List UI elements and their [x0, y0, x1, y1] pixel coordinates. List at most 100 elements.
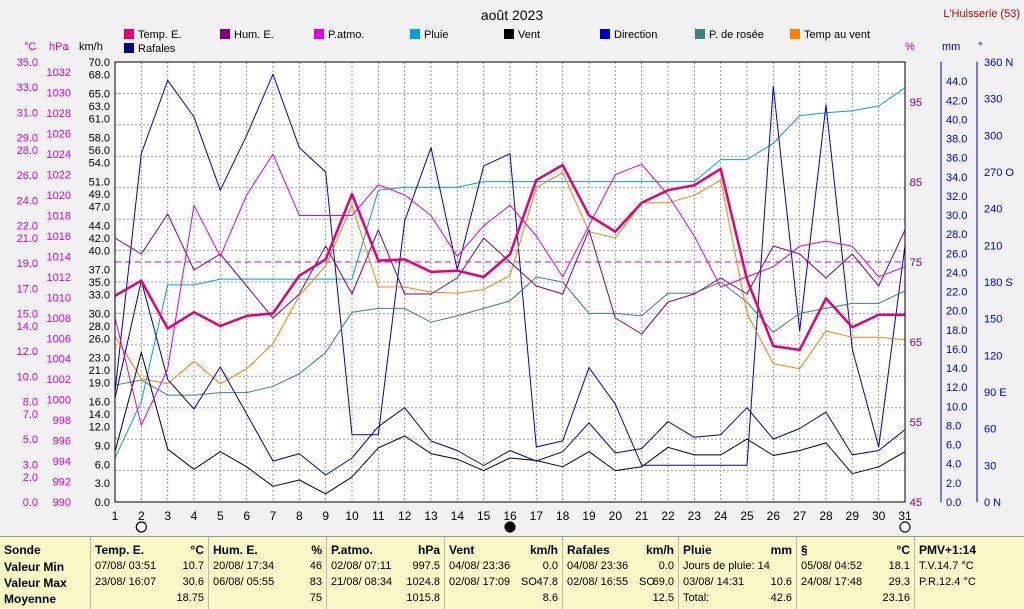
patmo-unit: hPa	[417, 543, 440, 557]
tick-label-temp_c: 5.0	[23, 434, 38, 446]
tick-label-pressure_hpa: 994	[53, 456, 71, 468]
pluie-total-value: 42.6	[770, 592, 792, 604]
tick-label-pressure_hpa: 1004	[47, 354, 71, 366]
tick-label-wind_kmh: 42.0	[89, 233, 110, 245]
tick-label-wind_kmh: 63.0	[89, 101, 110, 113]
axis-unit-direction_deg: °	[978, 41, 982, 53]
legend-label: P. de rosée	[709, 29, 764, 41]
tick-label-rain_mm: 10.0	[946, 401, 967, 413]
tick-label-pressure_hpa: 998	[53, 415, 71, 427]
x-tick-label: 17	[530, 509, 544, 523]
series-line-rafales	[114, 280, 906, 476]
tick-label-rain_mm: 44.0	[946, 76, 967, 88]
tick-label-direction_deg: 300	[984, 130, 1002, 142]
tick-label-humidity_pct: 65	[910, 337, 922, 349]
hum-min-date: 20/08/ 17:34	[213, 560, 275, 572]
tick-label-humidity_pct: 75	[910, 257, 922, 269]
tick-label-pressure_hpa: 1030	[47, 88, 71, 100]
series-line-hum-e-	[114, 213, 906, 335]
tick-label-temp_c: 0.0	[23, 497, 38, 509]
x-tick-label: 9	[322, 509, 329, 523]
series-lines	[114, 73, 906, 495]
tick-label-wind_kmh: 23.0	[89, 352, 110, 364]
sect-average: 23.16	[882, 592, 910, 604]
x-tick-label: 10	[345, 509, 359, 523]
row-min-label: Valeur Min	[4, 560, 65, 574]
tick-label-pressure_hpa: 996	[53, 436, 71, 448]
legend-swatch	[695, 29, 705, 39]
x-tick-label: 21	[635, 509, 649, 523]
tick-label-wind_kmh: 0.0	[95, 497, 110, 509]
tick-label-direction_deg: 60	[984, 424, 996, 436]
x-tick-label: 12	[398, 509, 412, 523]
legend-swatch	[504, 29, 514, 39]
pluie-max-date: 03/08/ 14:31	[683, 576, 745, 588]
tick-label-rain_mm: 18.0	[946, 325, 967, 337]
tick-label-wind_kmh: 68.0	[89, 70, 110, 82]
full-moon-icon	[899, 521, 911, 533]
tick-label-wind_kmh: 19.0	[89, 378, 110, 390]
series-line-pluie	[114, 87, 906, 459]
legend-label: Temp. E.	[138, 29, 181, 41]
vent-max-date: 02/08/ 17:09	[449, 576, 511, 588]
tick-label-pressure_hpa: 990	[53, 497, 71, 509]
tick-label-humidity_pct: 85	[910, 177, 922, 189]
row-avg-label: Moyenne	[4, 592, 57, 606]
x-tick-label: 1	[112, 509, 119, 523]
tick-label-rain_mm: 2.0	[946, 478, 961, 490]
tick-label-wind_kmh: 12.0	[89, 422, 110, 434]
tick-label-pressure_hpa: 1032	[47, 67, 71, 79]
x-tick-label: 23	[688, 509, 702, 523]
x-tick-label: 19	[582, 509, 596, 523]
legend-swatch	[600, 29, 610, 39]
x-tick-label: 25	[740, 509, 754, 523]
vent-min-date: 04/08/ 23:36	[449, 560, 511, 572]
tick-label-temp_c: 15.0	[17, 308, 38, 320]
tick-label-wind_kmh: 65.0	[89, 88, 110, 100]
tick-label-pressure_hpa: 1026	[47, 129, 71, 141]
legend-label: Pluie	[424, 29, 448, 41]
temp-unit: °C	[190, 543, 204, 557]
axis-unit-rain_mm: mm	[942, 41, 960, 53]
legend-label: Vent	[518, 29, 540, 41]
stats-rain: Pluie mm Jours de pluie: 14 03/08/ 14:31 1…	[678, 537, 796, 609]
hum-title: Hum. E.	[213, 543, 258, 557]
weather-chart: août 2023 L'Huisserie (53) Temp. E. Hum. …	[16, 7, 1020, 533]
patmo-average: 1015.8	[406, 592, 440, 604]
x-tick-label: 30	[872, 509, 886, 523]
vent-title: Vent	[449, 543, 475, 557]
patmo-title: P.atmo.	[331, 543, 373, 557]
legend-swatch	[220, 29, 230, 39]
tick-label-direction_deg: 270 O	[984, 167, 1014, 179]
tick-label-pressure_hpa: 1014	[47, 251, 71, 263]
x-tick-label: 13	[424, 509, 438, 523]
tick-label-direction_deg: 330	[984, 94, 1002, 106]
x-tick-label: 6	[243, 509, 250, 523]
tick-label-rain_mm: 16.0	[946, 344, 967, 356]
x-tick-label: 20	[609, 509, 623, 523]
tick-label-rain_mm: 24.0	[946, 267, 967, 279]
tick-label-direction_deg: 210	[984, 240, 1002, 252]
tick-label-rain_mm: 20.0	[946, 306, 967, 318]
tick-label-wind_kmh: 47.0	[89, 202, 110, 214]
tick-label-rain_mm: 8.0	[946, 420, 961, 432]
tick-label-rain_mm: 38.0	[946, 134, 967, 146]
tick-label-temp_c: 10.0	[17, 371, 38, 383]
hum-unit: %	[311, 543, 322, 557]
sect-max-value: 29.3	[888, 576, 910, 588]
axis-unit-pressure_hpa: hPa	[49, 41, 69, 53]
tick-label-rain_mm: 26.0	[946, 248, 967, 260]
chart-legend: Temp. E. Hum. E. P.atmo. Pluie Vent Direction…	[124, 29, 870, 55]
tick-label-pressure_hpa: 1012	[47, 272, 71, 284]
tick-label-wind_kmh: 21.0	[89, 365, 110, 377]
tick-label-temp_c: 8.0	[23, 396, 38, 408]
vent-max-direction: SO	[521, 576, 537, 588]
tick-label-direction_deg: 150	[984, 314, 1002, 326]
tick-label-wind_kmh: 44.0	[89, 220, 110, 232]
stats-section: § °C 05/08/ 04:52 18.1 24/08/ 17:48 29.3 23…	[796, 537, 914, 609]
axis-unit-humidity_pct: %	[905, 41, 915, 53]
tick-label-direction_deg: 0 N	[984, 497, 1001, 509]
vent-average: 8.6	[542, 592, 558, 604]
tick-label-humidity_pct: 95	[910, 97, 922, 109]
stats-gusts: Rafales km/h 04/08/ 23:36 0.0 02/08/ 16:55…	[562, 537, 678, 609]
